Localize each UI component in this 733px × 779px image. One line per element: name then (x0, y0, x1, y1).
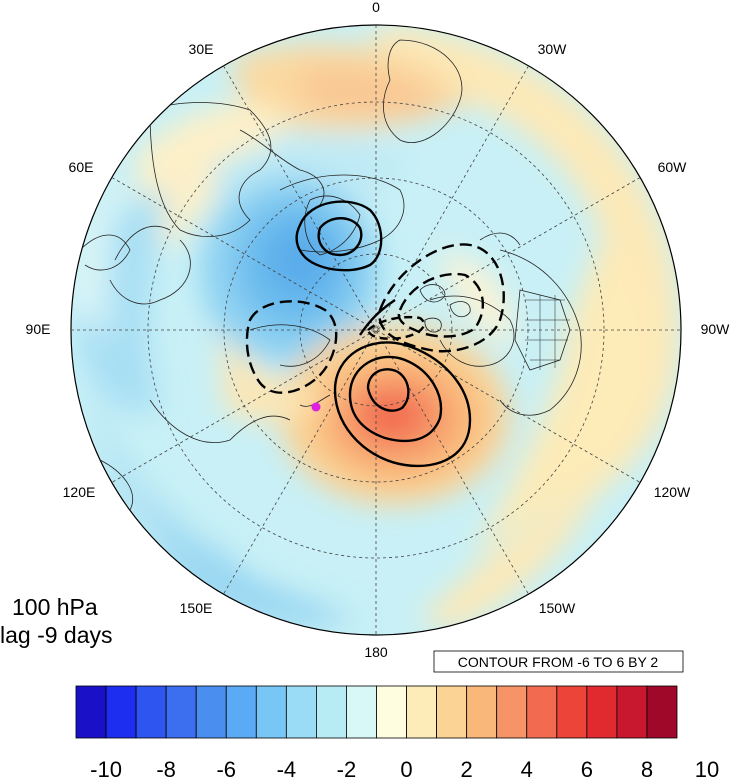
contour-positive-europe-inner (317, 217, 363, 257)
lon-label-0: 0 (372, 0, 380, 15)
colorbar-swatch (225, 685, 257, 739)
lon-label-30w: 30W (538, 41, 568, 57)
contour-positive-pacific-middle (348, 355, 443, 443)
colorbar-swatch (436, 685, 468, 739)
colorbar-tick-label: 6 (581, 757, 593, 779)
colorbar-swatch (376, 685, 407, 739)
panel-level: 100 hPa (12, 594, 98, 620)
contour-positive-europe-outer (295, 200, 383, 272)
colorbar-tick-label: 8 (641, 757, 653, 779)
colorbar-swatch (406, 685, 437, 739)
contour-negative-namerica-core (366, 316, 426, 340)
colorbar-swatch (165, 685, 197, 739)
contour-zero-line (359, 299, 396, 336)
colorbar-swatch (466, 685, 498, 739)
lon-label-180: 180 (364, 644, 388, 660)
contour-negative-asia (245, 300, 338, 394)
colorbar-tick-label: -4 (277, 757, 297, 779)
colorbar-swatch (496, 685, 528, 739)
colorbar-swatch (75, 685, 107, 739)
colorbar-swatch (346, 685, 377, 739)
lon-label-150e: 150E (180, 600, 213, 616)
lon-label-90w: 90W (701, 321, 731, 337)
contour-positive-pacific-outer (333, 341, 472, 468)
longitude-labels: 0 30W 60W 90W 120W 150W 180 150E 120E 90… (26, 0, 731, 660)
lon-label-60w: 60W (658, 159, 688, 175)
contour-lines (245, 200, 505, 468)
colorbar-swatch (105, 685, 137, 739)
lon-label-60e: 60E (69, 159, 94, 175)
contour-info-text: CONTOUR FROM -6 TO 6 BY 2 (458, 654, 659, 670)
colorbar-tick-label: -6 (216, 757, 236, 779)
lon-label-150w: 150W (539, 600, 576, 616)
colorbar-swatch (586, 685, 618, 739)
contour-info-box: CONTOUR FROM -6 TO 6 BY 2 (433, 650, 684, 673)
location-marker (311, 402, 321, 412)
colorbar-swatch (616, 685, 648, 739)
graticule (71, 25, 681, 635)
colorbar-swatch (195, 685, 227, 739)
colorbar-tick-label: 2 (461, 757, 473, 779)
contour-positive-pacific-inner (366, 368, 410, 412)
colorbar-swatch (315, 685, 347, 739)
colorbar-swatch (255, 685, 287, 739)
colorbar-tick-label: -2 (337, 757, 357, 779)
contour-negative-namerica-outer (378, 243, 505, 353)
colorbar-tick-label: -8 (156, 757, 176, 779)
colorbar-swatch (526, 685, 558, 739)
colorbar (75, 685, 678, 739)
colorbar-tick-label: 10 (695, 757, 719, 779)
colorbar-labels: -10 -8 -6 -4 -2 0 2 4 6 8 10 (90, 757, 719, 779)
lon-label-90e: 90E (26, 321, 51, 337)
lon-label-120e: 120E (63, 484, 96, 500)
lon-label-120w: 120W (654, 484, 691, 500)
panel-lag: lag -9 days (0, 622, 113, 648)
colorbar-tick-label: -10 (90, 757, 122, 779)
colorbar-tick-label: 4 (521, 757, 533, 779)
lon-label-30e: 30E (189, 41, 214, 57)
colorbar-swatch (556, 685, 588, 739)
colorbar-swatch (285, 685, 317, 739)
shaded-anomaly-field (71, 25, 681, 635)
colorbar-tick-label: 0 (400, 757, 412, 779)
colorbar-swatch (646, 685, 678, 739)
colorbar-swatch (135, 685, 167, 739)
